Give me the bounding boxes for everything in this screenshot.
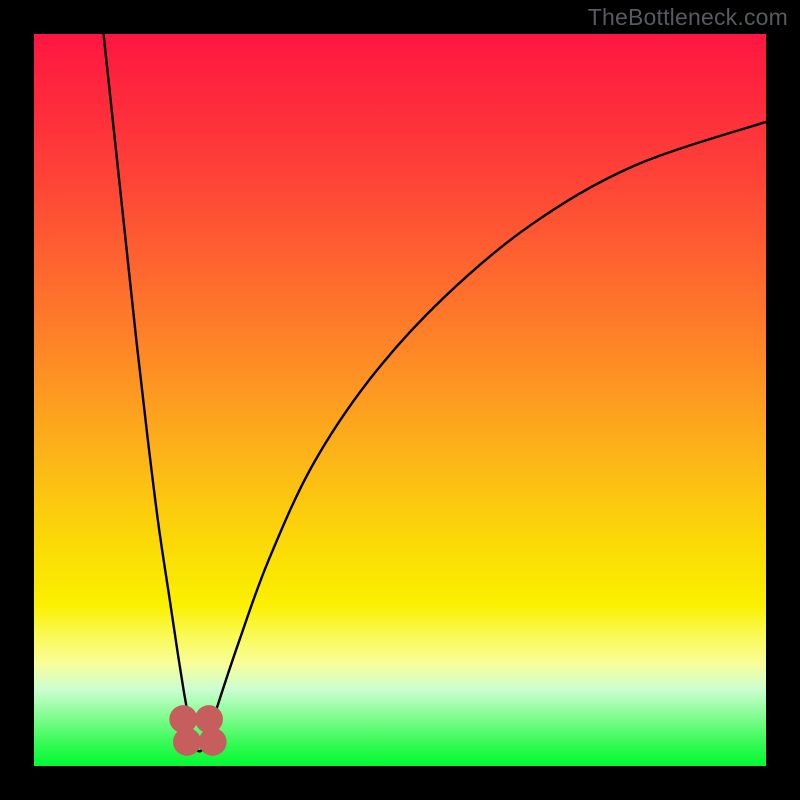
data-marker — [173, 728, 201, 756]
chart-container: TheBottleneck.com — [0, 0, 800, 800]
bottleneck-chart-svg — [0, 0, 800, 800]
data-marker — [199, 728, 227, 756]
watermark-text: TheBottleneck.com — [588, 4, 788, 31]
